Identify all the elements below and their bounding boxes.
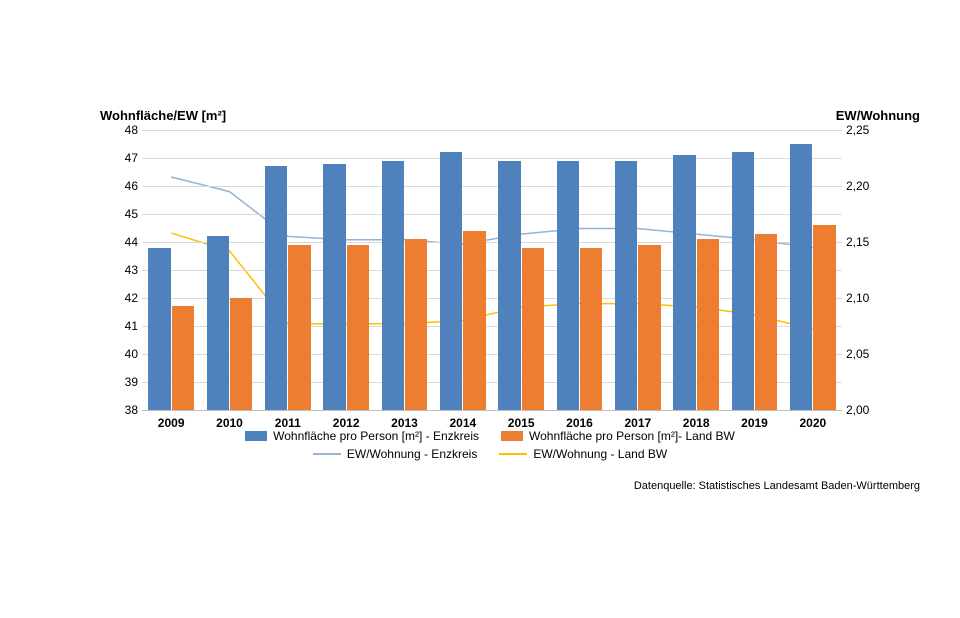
legend-label: Wohnfläche pro Person [m²] - Enzkreis bbox=[273, 429, 479, 443]
bar bbox=[207, 236, 229, 410]
y-right-tick-label: 2,05 bbox=[846, 347, 878, 361]
bar bbox=[498, 161, 520, 410]
x-tick-label: 2009 bbox=[158, 416, 185, 430]
y-right-tick-label: 2,15 bbox=[846, 235, 878, 249]
legend-swatch-line bbox=[313, 453, 341, 455]
y-left-tick-label: 39 bbox=[112, 375, 138, 389]
bar bbox=[463, 231, 485, 410]
bar bbox=[557, 161, 579, 410]
legend-swatch-bar bbox=[501, 431, 523, 441]
bar bbox=[440, 152, 462, 410]
legend-label: EW/Wohnung - Land BW bbox=[533, 447, 667, 461]
y-right-tick-label: 2,20 bbox=[846, 179, 878, 193]
bar bbox=[172, 306, 194, 410]
data-source-note: Datenquelle: Statistisches Landesamt Bad… bbox=[634, 480, 920, 492]
bar bbox=[382, 161, 404, 410]
legend-swatch-line bbox=[499, 453, 527, 455]
bar bbox=[732, 152, 754, 410]
y-left-tick-label: 45 bbox=[112, 207, 138, 221]
legend-item: Wohnfläche pro Person [m²]- Land BW bbox=[501, 429, 735, 443]
x-tick-label: 2020 bbox=[799, 416, 826, 430]
bar bbox=[673, 155, 695, 410]
y-left-tick-label: 42 bbox=[112, 291, 138, 305]
legend-label: EW/Wohnung - Enzkreis bbox=[347, 447, 478, 461]
legend: Wohnfläche pro Person [m²] - Enzkreis Woh… bbox=[240, 425, 740, 465]
bar bbox=[265, 166, 287, 410]
y-right-tick-label: 2,00 bbox=[846, 403, 878, 417]
y-left-tick-label: 46 bbox=[112, 179, 138, 193]
combo-chart: 38 39 40 41 42 43 44 45 46 47 48 2,00 2,05 2,10 2,15 2,… bbox=[100, 90, 880, 450]
gridline bbox=[142, 130, 842, 131]
y-left-tick-label: 40 bbox=[112, 347, 138, 361]
y-left-tick-label: 41 bbox=[112, 319, 138, 333]
bar bbox=[615, 161, 637, 410]
bar bbox=[230, 298, 252, 410]
bar bbox=[148, 248, 170, 410]
legend-item: Wohnfläche pro Person [m²] - Enzkreis bbox=[245, 429, 479, 443]
y-right-tick-label: 2,10 bbox=[846, 291, 878, 305]
x-tick-label: 2019 bbox=[741, 416, 768, 430]
plot-area: 38394041424344454647482,002,052,102,152,… bbox=[142, 130, 842, 411]
bar bbox=[790, 144, 812, 410]
y-left-tick-label: 47 bbox=[112, 151, 138, 165]
bar bbox=[755, 234, 777, 410]
bar bbox=[405, 239, 427, 410]
bar bbox=[580, 248, 602, 410]
legend-swatch-bar bbox=[245, 431, 267, 441]
bar bbox=[813, 225, 835, 410]
legend-label: Wohnfläche pro Person [m²]- Land BW bbox=[529, 429, 735, 443]
x-tick-label: 2010 bbox=[216, 416, 243, 430]
bar bbox=[522, 248, 544, 410]
bar bbox=[697, 239, 719, 410]
bar bbox=[347, 245, 369, 410]
legend-item: EW/Wohnung - Land BW bbox=[499, 447, 667, 461]
y-left-tick-label: 48 bbox=[112, 123, 138, 137]
y-left-tick-label: 44 bbox=[112, 235, 138, 249]
y-left-tick-label: 38 bbox=[112, 403, 138, 417]
legend-item: EW/Wohnung - Enzkreis bbox=[313, 447, 478, 461]
bar bbox=[323, 164, 345, 410]
bar bbox=[638, 245, 660, 410]
y-left-tick-label: 43 bbox=[112, 263, 138, 277]
bar bbox=[288, 245, 310, 410]
y-right-tick-label: 2,25 bbox=[846, 123, 878, 137]
